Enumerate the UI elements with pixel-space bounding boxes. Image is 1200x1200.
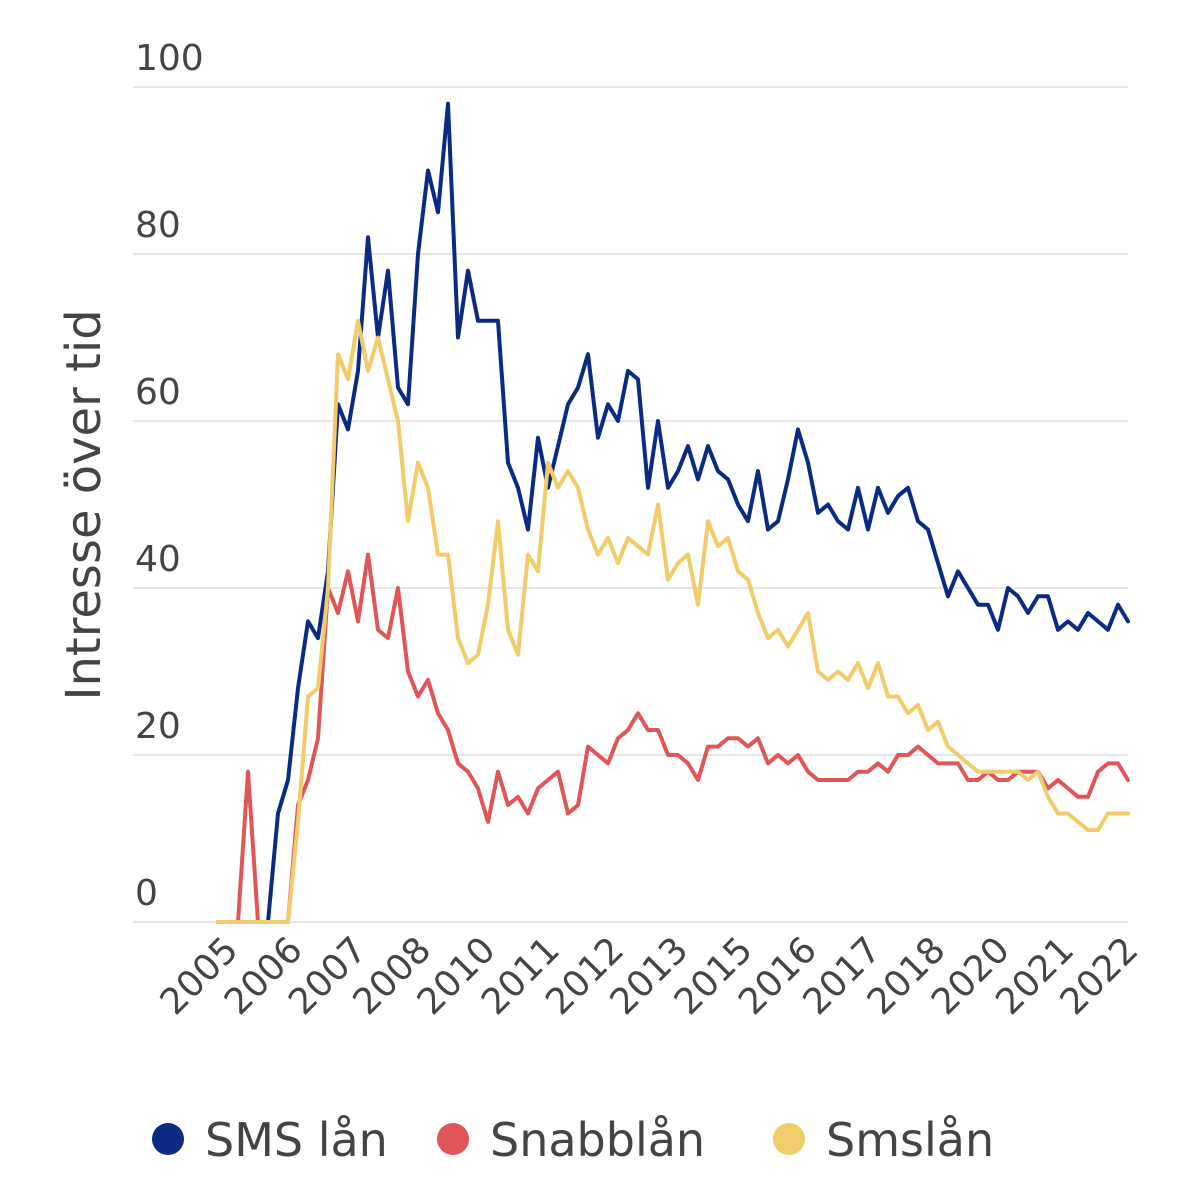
legend-label: Smslån <box>826 1113 994 1167</box>
legend-item: Smslån <box>773 1113 994 1167</box>
legend-label: SMS lån <box>205 1113 388 1167</box>
y-axis-ticks: 0 20 40 60 80 100 <box>135 38 204 914</box>
legend-marker <box>437 1123 469 1155</box>
y-tick-label: 0 <box>135 873 158 914</box>
y-tick-label: 60 <box>135 372 181 413</box>
y-tick-label: 80 <box>135 205 181 246</box>
series-line-sms-lån <box>216 101 1130 924</box>
legend-marker <box>152 1123 184 1155</box>
series-lines <box>216 101 1130 924</box>
y-axis-title: Intresse över tid <box>56 309 112 700</box>
legend-marker <box>773 1123 805 1155</box>
legend-item: Snabblån <box>437 1113 705 1167</box>
x-axis-ticks: 2005200620072008201020112012201320152016… <box>153 929 1147 1023</box>
y-tick-label: 100 <box>135 38 204 79</box>
y-tick-label: 20 <box>135 706 181 747</box>
y-tick-label: 40 <box>135 539 181 580</box>
legend-label: Snabblån <box>490 1113 705 1167</box>
series-line-snabblån <box>216 552 1130 924</box>
gridlines <box>133 86 1128 923</box>
legend: SMS lån Snabblån Smslån <box>152 1113 994 1167</box>
series-line-smslån <box>216 318 1130 924</box>
legend-item: SMS lån <box>152 1113 388 1167</box>
